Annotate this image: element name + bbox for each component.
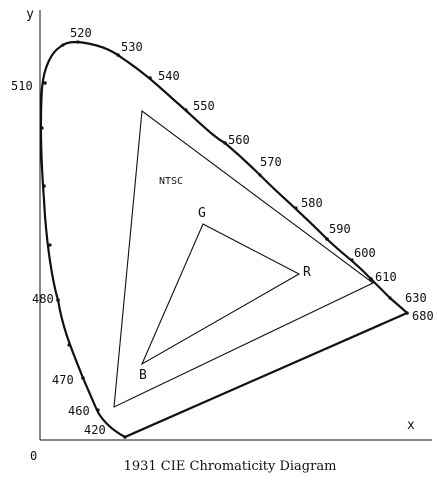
ntsc-label: NTSC xyxy=(159,176,183,187)
wavelength-label-680: 680 xyxy=(412,309,434,323)
spectral-locus xyxy=(39,40,408,438)
wavelength-labels: 420 460 470 480 510 520 530 540 550 560 … xyxy=(11,26,434,437)
wavelength-label-520: 520 xyxy=(70,26,92,40)
wavelength-label-580: 580 xyxy=(301,196,323,210)
wavelength-label-530: 530 xyxy=(121,40,143,54)
y-axis-label: y xyxy=(26,7,34,22)
diagram-caption: 1931 CIE Chromaticity Diagram xyxy=(124,459,337,474)
vertex-label-r: R xyxy=(303,265,311,280)
wavelength-label-540: 540 xyxy=(158,69,180,83)
wavelength-label-550: 550 xyxy=(193,99,215,113)
line-of-purples xyxy=(124,311,408,439)
ntsc-triangle xyxy=(113,109,375,408)
wavelength-label-460: 460 xyxy=(68,404,90,418)
wavelength-label-470: 470 xyxy=(52,373,74,387)
wavelength-label-600: 600 xyxy=(354,246,376,260)
wavelength-label-610: 610 xyxy=(375,270,397,284)
axes xyxy=(39,10,432,441)
vertex-label-b: B xyxy=(139,368,147,383)
vertex-label-g: G xyxy=(198,206,206,221)
x-axis-label: x xyxy=(407,418,415,433)
wavelength-label-510: 510 xyxy=(11,79,33,93)
wavelength-label-590: 590 xyxy=(329,222,351,236)
wavelength-label-570: 570 xyxy=(260,155,282,169)
origin-label: 0 xyxy=(30,449,37,463)
rgb-triangle xyxy=(140,223,301,366)
wavelength-label-420: 420 xyxy=(84,423,106,437)
wavelength-label-480: 480 xyxy=(32,292,54,306)
wavelength-label-630: 630 xyxy=(405,291,427,305)
locus-dots xyxy=(40,40,409,439)
wavelength-label-560: 560 xyxy=(228,133,250,147)
